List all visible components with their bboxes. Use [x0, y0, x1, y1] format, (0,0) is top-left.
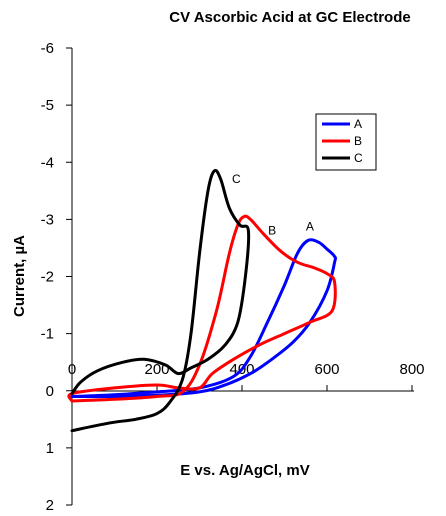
- y-tick-label: -4: [41, 154, 54, 171]
- y-tick-label: -6: [41, 40, 54, 57]
- y-axis-title: Current, µA: [11, 235, 28, 317]
- legend-label-b: B: [354, 134, 362, 148]
- legend-label-a: A: [354, 117, 362, 131]
- legend: ABC: [315, 113, 377, 171]
- chart-title: CV Ascorbic Acid at GC Electrode: [169, 9, 410, 26]
- x-tick-label: 600: [314, 361, 339, 378]
- curve-label-b: B: [268, 224, 276, 238]
- curve-labels: A B C: [232, 172, 314, 238]
- curve-label-c: C: [232, 172, 241, 186]
- series-a-curve: [70, 238, 338, 399]
- y-tick-label: 0: [46, 383, 54, 400]
- y-tick-label: 1: [46, 440, 54, 457]
- y-tick-label: -2: [41, 269, 54, 286]
- series-c-curve: [70, 168, 251, 433]
- x-tick-label: 800: [399, 361, 424, 378]
- x-axis-title: E vs. Ag/AgCl, mV: [180, 462, 309, 479]
- series-b-curve: [67, 214, 337, 403]
- legend-label-c: C: [354, 151, 363, 165]
- y-tick-label: -1: [41, 326, 54, 343]
- series-layer: [67, 168, 338, 433]
- x-tick-label: 0: [68, 361, 76, 378]
- y-tick-label: -3: [41, 211, 54, 228]
- y-axis-ticks: -6 -5 -4 -3 -2 -1 0 1 2: [41, 40, 72, 514]
- y-tick-label: 2: [46, 497, 54, 514]
- y-tick-label: -5: [41, 97, 54, 114]
- curve-label-a: A: [306, 220, 314, 234]
